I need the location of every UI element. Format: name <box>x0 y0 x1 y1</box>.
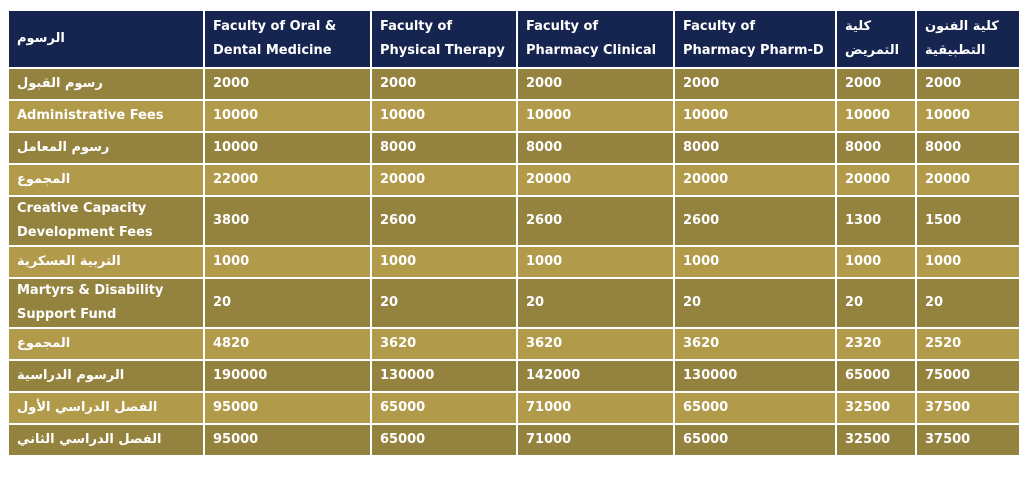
table-cell: 65000 <box>673 423 837 457</box>
table-row: Martyrs & Disability Support Fund 20 20 20 2… <box>7 277 1021 329</box>
row-label: رسوم المعامل <box>7 131 205 165</box>
table-cell: 20000 <box>370 163 518 197</box>
row-label: الرسوم الدراسية <box>7 359 205 393</box>
table-cell: 37500 <box>915 423 1021 457</box>
table-cell: 8000 <box>673 131 837 165</box>
table-cell: 20 <box>516 277 675 329</box>
table-cell: 2000 <box>370 67 518 101</box>
table-cell: 10000 <box>203 131 372 165</box>
table-cell: 37500 <box>915 391 1021 425</box>
header-pharmacy-pharmd: Faculty of Pharmacy Pharm-D <box>673 9 837 69</box>
table-cell: 10000 <box>370 99 518 133</box>
table-cell: 2600 <box>516 195 675 247</box>
table-cell: 2000 <box>835 67 917 101</box>
row-label: Martyrs & Disability Support Fund <box>7 277 205 329</box>
table-cell: 2600 <box>673 195 837 247</box>
header-applied-arts: كلية الفنون التطبيقية <box>915 9 1021 69</box>
table-cell: 8000 <box>516 131 675 165</box>
row-label: Creative Capacity Development Fees <box>7 195 205 247</box>
table-cell: 95000 <box>203 423 372 457</box>
table-cell: 10000 <box>673 99 837 133</box>
table-cell: 22000 <box>203 163 372 197</box>
table-cell: 1500 <box>915 195 1021 247</box>
table-cell: 20000 <box>516 163 675 197</box>
table-cell: 65000 <box>370 391 518 425</box>
table-cell: 1000 <box>835 245 917 279</box>
table-body: رسوم القبول 2000 2000 2000 2000 2000 2000 Admin… <box>7 67 1021 457</box>
table-cell: 4820 <box>203 327 372 361</box>
table-cell: 3800 <box>203 195 372 247</box>
row-label: الفصل الدراسي الثاني <box>7 423 205 457</box>
table-cell: 3620 <box>516 327 675 361</box>
header-fees: الرسوم <box>7 9 205 69</box>
table-row: التربية العسكرية 1000 1000 1000 1000 1000 1000 <box>7 245 1021 279</box>
row-label: المجموع <box>7 163 205 197</box>
table-cell: 10000 <box>203 99 372 133</box>
table-cell: 1000 <box>915 245 1021 279</box>
table-cell: 71000 <box>516 391 675 425</box>
table-cell: 1300 <box>835 195 917 247</box>
table-cell: 2320 <box>835 327 917 361</box>
table-row: Creative Capacity Development Fees 3800 26… <box>7 195 1021 247</box>
table-cell: 2520 <box>915 327 1021 361</box>
table-cell: 2000 <box>203 67 372 101</box>
table-cell: 130000 <box>370 359 518 393</box>
table-cell: 130000 <box>673 359 837 393</box>
table-cell: 20 <box>915 277 1021 329</box>
row-label: Administrative Fees <box>7 99 205 133</box>
table-cell: 3620 <box>673 327 837 361</box>
fees-table: الرسوم Faculty of Oral & Dental Medicine… <box>7 9 1021 457</box>
table-cell: 20 <box>370 277 518 329</box>
table-cell: 2000 <box>915 67 1021 101</box>
table-cell: 75000 <box>915 359 1021 393</box>
row-label: التربية العسكرية <box>7 245 205 279</box>
table-row: رسوم القبول 2000 2000 2000 2000 2000 2000 <box>7 67 1021 101</box>
table-cell: 32500 <box>835 423 917 457</box>
table-row: Administrative Fees 10000 10000 10000 10000 1… <box>7 99 1021 133</box>
header-oral-dental: Faculty of Oral & Dental Medicine <box>203 9 372 69</box>
table-cell: 3620 <box>370 327 518 361</box>
table-row: المجموع 22000 20000 20000 20000 20000 20000 <box>7 163 1021 197</box>
table-cell: 2000 <box>516 67 675 101</box>
table-cell: 8000 <box>835 131 917 165</box>
table-cell: 20000 <box>673 163 837 197</box>
table-row: الفصل الدراسي الأول 95000 65000 71000 65000 3… <box>7 391 1021 425</box>
row-label: رسوم القبول <box>7 67 205 101</box>
table-cell: 10000 <box>835 99 917 133</box>
table-cell: 65000 <box>835 359 917 393</box>
table-cell: 20 <box>835 277 917 329</box>
header-row: الرسوم Faculty of Oral & Dental Medicine… <box>7 9 1021 69</box>
table-cell: 65000 <box>370 423 518 457</box>
table-cell: 1000 <box>673 245 837 279</box>
table-cell: 2600 <box>370 195 518 247</box>
table-cell: 8000 <box>915 131 1021 165</box>
table-cell: 10000 <box>915 99 1021 133</box>
table-cell: 95000 <box>203 391 372 425</box>
fees-table-container: الرسوم Faculty of Oral & Dental Medicine… <box>7 9 1021 457</box>
table-cell: 8000 <box>370 131 518 165</box>
table-cell: 65000 <box>673 391 837 425</box>
table-cell: 2000 <box>673 67 837 101</box>
table-row: رسوم المعامل 10000 8000 8000 8000 8000 8000 <box>7 131 1021 165</box>
table-cell: 32500 <box>835 391 917 425</box>
row-label: الفصل الدراسي الأول <box>7 391 205 425</box>
header-nursing: كلية التمريض <box>835 9 917 69</box>
table-cell: 1000 <box>203 245 372 279</box>
table-cell: 20 <box>673 277 837 329</box>
table-cell: 10000 <box>516 99 675 133</box>
table-cell: 20000 <box>835 163 917 197</box>
table-row: الفصل الدراسي الثاني 95000 65000 71000 65000… <box>7 423 1021 457</box>
table-cell: 71000 <box>516 423 675 457</box>
table-cell: 1000 <box>370 245 518 279</box>
table-row: المجموع 4820 3620 3620 3620 2320 2520 <box>7 327 1021 361</box>
table-cell: 190000 <box>203 359 372 393</box>
header-pharmacy-clinical: Faculty of Pharmacy Clinical <box>516 9 675 69</box>
table-cell: 142000 <box>516 359 675 393</box>
table-cell: 20 <box>203 277 372 329</box>
table-cell: 20000 <box>915 163 1021 197</box>
table-cell: 1000 <box>516 245 675 279</box>
header-physical-therapy: Faculty of Physical Therapy <box>370 9 518 69</box>
row-label: المجموع <box>7 327 205 361</box>
table-row: الرسوم الدراسية 190000 130000 142000 130000 6… <box>7 359 1021 393</box>
